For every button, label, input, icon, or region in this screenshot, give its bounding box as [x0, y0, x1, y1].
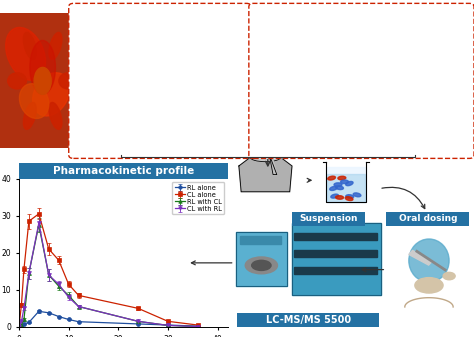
Text: HO: HO	[86, 98, 99, 107]
Ellipse shape	[49, 102, 62, 129]
Text: Cladrin: Cladrin	[122, 20, 167, 30]
Ellipse shape	[341, 180, 348, 184]
Bar	[293, 250, 377, 257]
Text: Raloxifene: Raloxifene	[275, 20, 341, 30]
Text: Suspension: Suspension	[299, 214, 357, 223]
Bar	[240, 236, 281, 244]
Text: S: S	[289, 61, 294, 70]
Ellipse shape	[59, 73, 78, 89]
Ellipse shape	[409, 239, 449, 282]
Polygon shape	[239, 157, 292, 192]
Ellipse shape	[250, 153, 281, 162]
Ellipse shape	[19, 84, 49, 119]
Ellipse shape	[34, 67, 51, 94]
Text: OH: OH	[394, 102, 407, 111]
Ellipse shape	[33, 73, 70, 116]
Text: O: O	[122, 102, 129, 111]
Text: O: O	[367, 43, 374, 52]
Text: O: O	[140, 48, 148, 57]
Ellipse shape	[415, 278, 443, 293]
Bar	[409, 250, 432, 265]
Ellipse shape	[8, 73, 27, 89]
Ellipse shape	[23, 32, 36, 59]
Ellipse shape	[353, 193, 361, 197]
Ellipse shape	[334, 183, 342, 186]
Text: OCH₃: OCH₃	[205, 105, 225, 114]
Bar	[292, 223, 381, 295]
Circle shape	[245, 257, 277, 274]
Text: Oral dosing: Oral dosing	[399, 214, 457, 223]
Ellipse shape	[346, 195, 354, 198]
Text: O: O	[199, 99, 204, 109]
Ellipse shape	[443, 272, 455, 280]
Ellipse shape	[30, 40, 55, 94]
Ellipse shape	[338, 176, 346, 180]
Ellipse shape	[49, 32, 62, 59]
Ellipse shape	[336, 196, 344, 199]
Ellipse shape	[6, 27, 46, 81]
Text: OCH₃: OCH₃	[205, 53, 225, 62]
Text: O: O	[199, 63, 204, 71]
Text: Pharmacokinetic profile: Pharmacokinetic profile	[53, 166, 194, 176]
Bar	[236, 232, 287, 286]
Ellipse shape	[346, 181, 353, 186]
Ellipse shape	[330, 186, 337, 190]
Ellipse shape	[331, 194, 338, 198]
Bar	[292, 223, 381, 295]
Ellipse shape	[23, 102, 36, 129]
Text: HO: HO	[279, 105, 292, 114]
Polygon shape	[327, 174, 365, 202]
Bar	[293, 267, 377, 274]
Ellipse shape	[328, 176, 336, 180]
Ellipse shape	[345, 197, 353, 201]
Polygon shape	[269, 154, 277, 175]
Bar	[236, 232, 287, 286]
Legend: RL alone, CL alone, RL with CL, CL with RL: RL alone, CL alone, RL with CL, CL with …	[172, 182, 224, 214]
Bar	[293, 233, 377, 240]
Polygon shape	[326, 167, 366, 202]
Circle shape	[252, 260, 271, 270]
Ellipse shape	[336, 186, 344, 190]
Text: LC-MS/MS 5500: LC-MS/MS 5500	[265, 315, 351, 325]
